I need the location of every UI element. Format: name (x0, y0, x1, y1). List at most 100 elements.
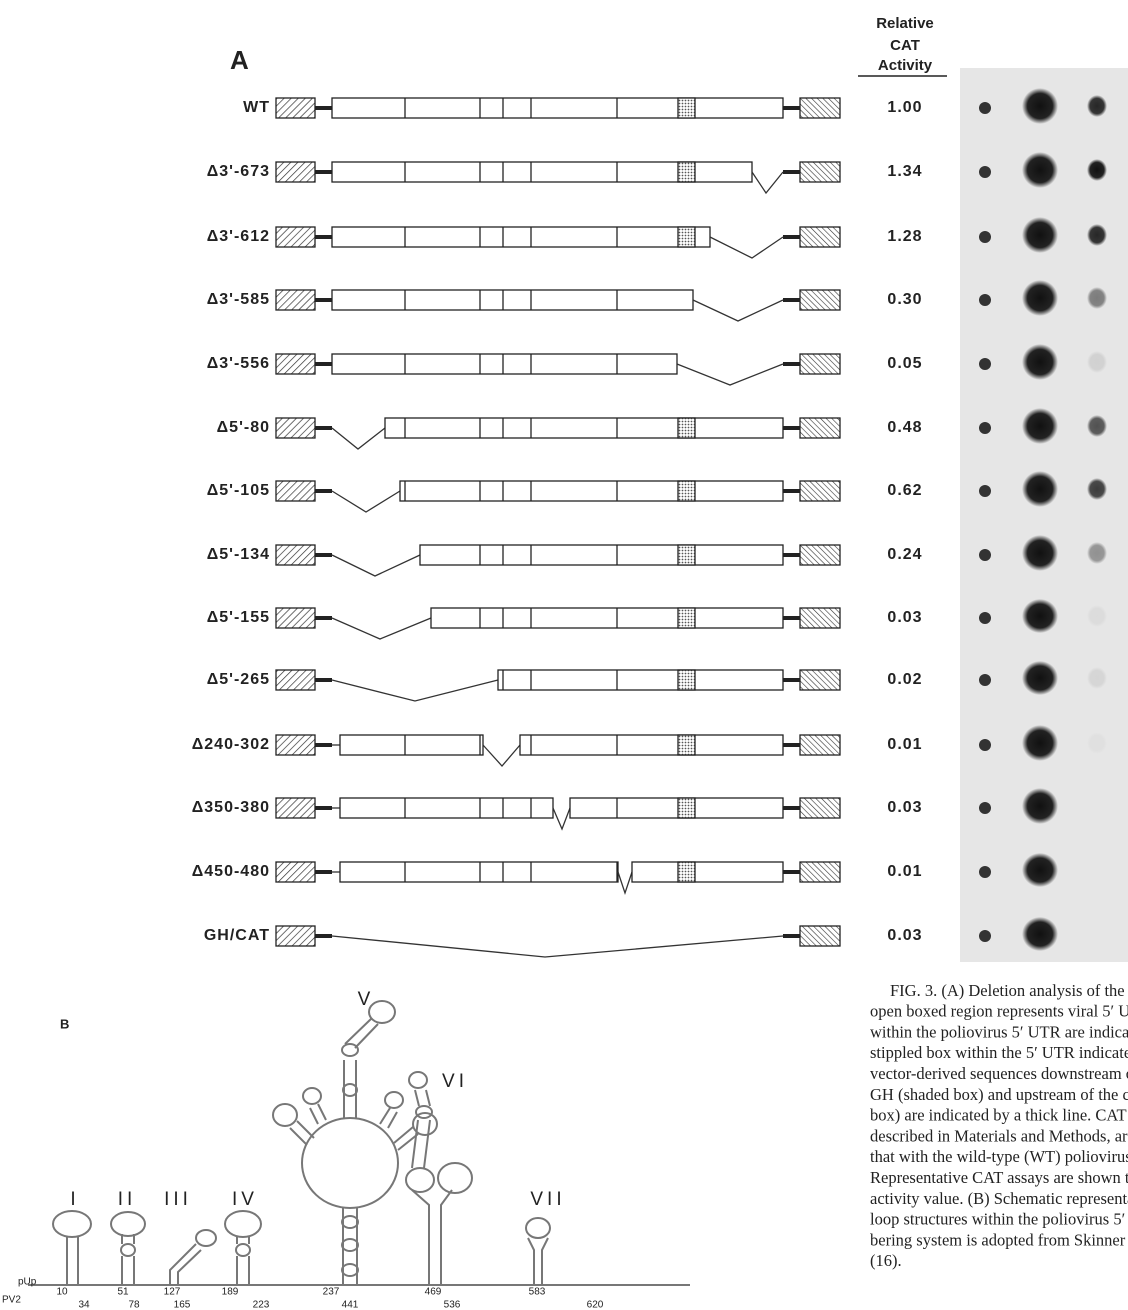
cat-box (800, 354, 840, 374)
cat-box (800, 481, 840, 501)
stippled-box (678, 670, 695, 690)
activity-value: 1.00 (887, 99, 922, 116)
deletion-line (693, 300, 783, 321)
assay-origin (979, 422, 991, 434)
loop (385, 1092, 403, 1108)
assay-origin (979, 674, 991, 686)
assay-origin (979, 866, 991, 878)
caption-line: open boxed region represents viral 5′ UT… (870, 1002, 1128, 1021)
stippled-box (678, 608, 695, 628)
bulge (342, 1044, 358, 1056)
assay-spot (1087, 415, 1107, 437)
gh-box (276, 862, 315, 882)
stem (343, 1208, 357, 1285)
loop (225, 1211, 261, 1237)
deletion-line (332, 618, 431, 639)
assay-spot (1022, 344, 1058, 380)
loop (121, 1244, 135, 1256)
deletion-line (553, 808, 570, 829)
construct-label: Δ5'-155 (207, 609, 270, 626)
position-label: 536 (444, 1300, 461, 1310)
activity-value: 0.03 (887, 609, 922, 626)
deletion-line (332, 680, 498, 701)
bulge (342, 1239, 358, 1251)
stem (237, 1256, 249, 1285)
caption-line: loop structures within the poliovirus 5′… (870, 1210, 1128, 1229)
assay-origin (979, 102, 991, 114)
caption-line: within the poliovirus 5′ UTR are indicat… (870, 1022, 1128, 1041)
domain-label: III (164, 1189, 192, 1210)
cat-box (800, 862, 840, 882)
assay-spot (1022, 152, 1058, 188)
caption-line: FIG. 3. (A) Deletion analysis of the 5′ … (890, 981, 1128, 1000)
assay-spot (1022, 280, 1058, 316)
loop (438, 1163, 472, 1193)
activity-value: 0.30 (887, 291, 922, 308)
caption-line: vector-derived sequences downstream of t… (870, 1064, 1128, 1083)
domain-label: VI (442, 1071, 468, 1092)
construct-label: Δ3'-673 (207, 163, 270, 180)
construct-label: Δ3'-556 (207, 355, 270, 372)
gh-box (276, 545, 315, 565)
cat-box (800, 926, 840, 946)
header-line: Relative (876, 15, 934, 32)
utr-box (520, 735, 783, 755)
assay-spot (1087, 732, 1107, 754)
utr-box (632, 862, 783, 882)
stem-loop-diagram (28, 1001, 690, 1285)
loop (236, 1244, 250, 1256)
stippled-box (678, 862, 695, 882)
deletion-line (332, 936, 783, 957)
utr-box (340, 798, 553, 818)
panel-b-label: B (60, 1016, 69, 1031)
construct-label: Δ5'-105 (207, 482, 270, 499)
caption-line: box) are indicated by a thick line. CAT … (870, 1106, 1128, 1125)
stem (415, 1090, 430, 1106)
position-label: 441 (342, 1300, 359, 1310)
assay-spot (1087, 351, 1107, 373)
cat-box (800, 608, 840, 628)
stem (412, 1120, 430, 1168)
activity-value: 0.01 (887, 863, 922, 880)
utr-box (332, 354, 677, 374)
cat-box (800, 98, 840, 118)
activity-value: 0.01 (887, 736, 922, 753)
assay-spot (1087, 224, 1107, 246)
activity-value: 0.05 (887, 355, 922, 372)
bulge (342, 1264, 358, 1276)
domain-label: V (358, 989, 375, 1010)
stem (380, 1108, 397, 1128)
cat-box (800, 162, 840, 182)
construct-label: Δ5'-265 (207, 671, 270, 688)
assay-origin (979, 294, 991, 306)
position-label: 223 (253, 1300, 270, 1310)
bulge (342, 1216, 358, 1228)
gh-box (276, 926, 315, 946)
cat-box (800, 670, 840, 690)
deletion-line (332, 555, 420, 576)
baseline-label: pUp (18, 1277, 37, 1288)
assay-spot (1022, 853, 1058, 887)
gh-box (276, 227, 315, 247)
utr-box (332, 227, 710, 247)
utr-box (332, 98, 783, 118)
construct-label: Δ450-480 (192, 863, 270, 880)
deletion-line (677, 364, 783, 385)
stem (170, 1244, 201, 1285)
activity-value: 0.03 (887, 927, 922, 944)
assay-origin (979, 358, 991, 370)
assay-spot (1087, 605, 1107, 627)
stippled-box (678, 545, 695, 565)
loop (526, 1218, 550, 1238)
deletion-line (618, 872, 632, 893)
assay-origin (979, 930, 991, 942)
stippled-box (678, 735, 695, 755)
cat-assay-image (960, 68, 1128, 962)
baseline-label: PV2 (2, 1295, 21, 1306)
panel-a-label: A (230, 45, 249, 75)
stippled-box (678, 798, 695, 818)
cat-box (800, 545, 840, 565)
construct-label: Δ5'-134 (207, 546, 270, 563)
gh-box (276, 98, 315, 118)
